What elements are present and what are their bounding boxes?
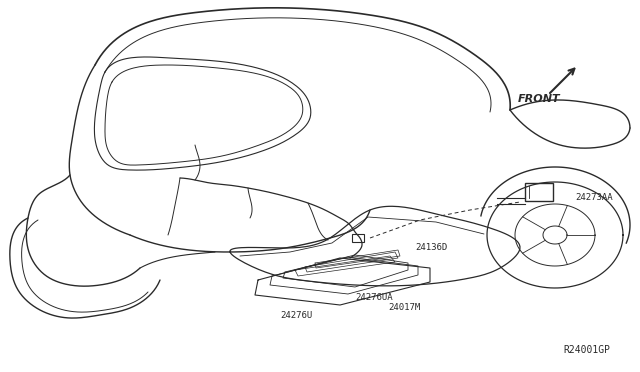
Text: 24017M: 24017M xyxy=(388,304,420,312)
Bar xyxy=(352,234,364,242)
Text: 24276U: 24276U xyxy=(280,311,312,320)
Text: FRONT: FRONT xyxy=(518,94,561,104)
Text: 24273AA: 24273AA xyxy=(575,193,612,202)
Bar xyxy=(525,183,553,201)
Text: R24001GP: R24001GP xyxy=(563,345,610,355)
Text: 24276UA: 24276UA xyxy=(355,294,392,302)
Text: 24136D: 24136D xyxy=(415,244,447,253)
